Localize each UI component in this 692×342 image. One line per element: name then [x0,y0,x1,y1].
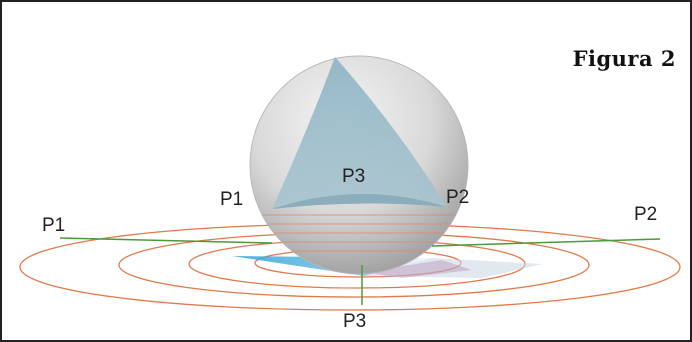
projected-triangle-accent [364,260,472,278]
label-plane-p2: P2 [634,204,657,225]
label-plane-p3: P3 [343,311,366,332]
label-plane-p1: P1 [42,215,65,236]
label-sphere-p1: P1 [220,189,243,210]
projected-triangle-shade [364,258,542,278]
projection-line-p1 [59,237,273,244]
spherical-triangle [272,57,447,209]
projection-lines [59,237,661,305]
label-sphere-p2: P2 [446,187,469,208]
label-sphere-p3: P3 [342,166,365,187]
sphere-outline [249,55,469,275]
figure-caption: Figura 2 [572,46,676,71]
spherical-triangle-lower-face [272,193,447,209]
projection-line-p2 [431,238,661,247]
